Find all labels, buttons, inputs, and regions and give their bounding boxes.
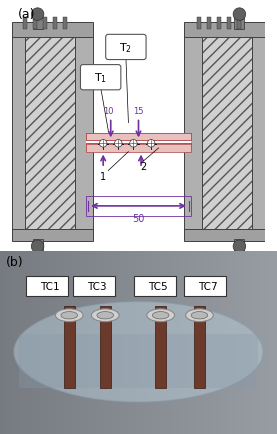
Bar [217, 18, 221, 30]
Bar [75, 28, 93, 239]
Text: 50: 50 [132, 214, 145, 224]
Bar [191, 35, 260, 232]
Ellipse shape [147, 309, 175, 322]
Bar [207, 18, 211, 30]
FancyBboxPatch shape [184, 276, 226, 296]
Text: (b): (b) [6, 255, 23, 268]
Bar [32, 18, 43, 30]
FancyBboxPatch shape [81, 66, 121, 91]
Ellipse shape [191, 312, 208, 319]
Text: 2: 2 [140, 161, 147, 171]
Text: 15: 15 [133, 107, 144, 116]
Bar [32, 239, 43, 252]
Circle shape [130, 140, 137, 148]
Bar [227, 18, 231, 30]
Bar [100, 306, 111, 388]
Ellipse shape [14, 302, 263, 402]
Bar [155, 306, 166, 388]
Bar [12, 28, 25, 239]
Circle shape [31, 9, 44, 21]
Bar [86, 136, 191, 148]
Circle shape [114, 140, 122, 148]
Bar [194, 306, 205, 388]
Bar [86, 133, 191, 141]
FancyBboxPatch shape [73, 276, 115, 296]
Circle shape [233, 9, 246, 21]
Circle shape [31, 240, 44, 253]
Text: 10: 10 [103, 107, 114, 116]
Text: T$_1$: T$_1$ [94, 71, 107, 85]
Bar [86, 196, 191, 217]
Bar [184, 229, 265, 242]
Bar [234, 18, 245, 30]
Bar [64, 306, 75, 388]
Bar [33, 18, 37, 30]
Bar [19, 334, 258, 388]
Text: TC5: TC5 [148, 281, 168, 291]
Bar [12, 23, 93, 38]
Text: TC7: TC7 [198, 281, 217, 291]
Bar [23, 18, 27, 30]
Text: T$_2$: T$_2$ [119, 41, 132, 55]
Bar [197, 18, 201, 30]
Bar [234, 239, 245, 252]
Bar [237, 18, 242, 30]
Bar [86, 133, 191, 141]
Ellipse shape [55, 309, 83, 322]
Bar [17, 35, 86, 232]
Bar [184, 28, 202, 239]
FancyBboxPatch shape [26, 276, 68, 296]
Circle shape [233, 240, 246, 253]
Ellipse shape [152, 312, 169, 319]
Circle shape [147, 140, 155, 148]
Ellipse shape [186, 309, 213, 322]
Ellipse shape [97, 312, 114, 319]
Circle shape [99, 140, 107, 148]
Text: 1: 1 [100, 171, 106, 181]
Bar [12, 229, 93, 242]
FancyBboxPatch shape [106, 35, 146, 60]
Text: TC1: TC1 [40, 281, 60, 291]
Bar [63, 18, 67, 30]
Bar [184, 23, 265, 38]
Ellipse shape [61, 312, 78, 319]
Ellipse shape [91, 309, 119, 322]
Bar [252, 28, 265, 239]
Bar [43, 18, 47, 30]
Text: (a): (a) [17, 7, 35, 20]
Bar [86, 144, 191, 151]
Text: TC3: TC3 [87, 281, 107, 291]
Bar [53, 18, 57, 30]
FancyBboxPatch shape [134, 276, 176, 296]
Bar [86, 145, 191, 152]
